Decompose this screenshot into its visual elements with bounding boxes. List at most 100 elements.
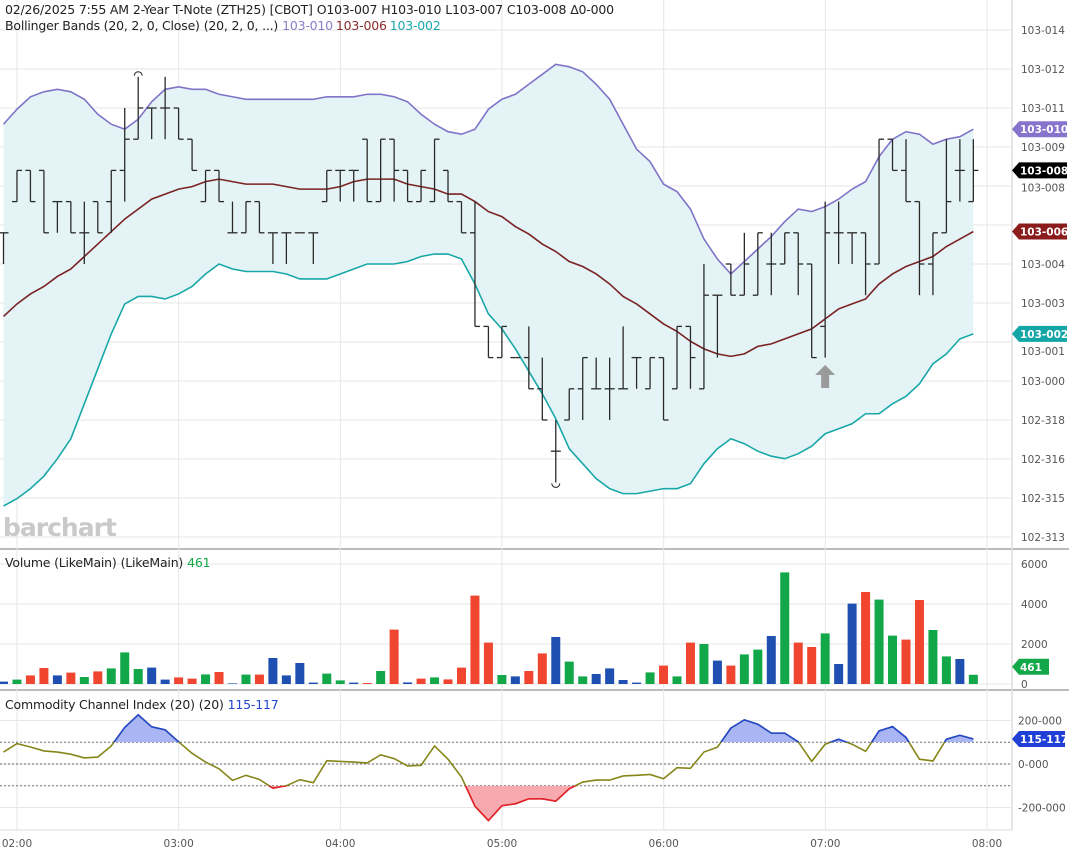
ohlc-bar: [200, 169, 211, 203]
ohlc-bar: [577, 356, 588, 420]
price-badge-shape: [1012, 223, 1067, 240]
price-tick-label: 102-313: [1021, 532, 1065, 544]
bollinger-params: (20, 2, 0, ...): [203, 18, 279, 33]
volume-legend: Volume (LikeMain) (LikeMain) 461: [5, 555, 214, 570]
legend-close: C103-008: [506, 2, 567, 17]
ohlc-bar: [820, 201, 831, 358]
volume-bar: [618, 680, 628, 684]
volume-bar: [955, 659, 965, 684]
volume-bar: [510, 676, 520, 684]
price-tick-label: 102-316: [1021, 454, 1065, 466]
ohlc-bar: [887, 138, 898, 172]
volume-value: 461: [187, 555, 211, 570]
volume-bar: [780, 572, 790, 684]
volume-bar: [632, 682, 642, 684]
ohlc-bar: [375, 138, 386, 203]
ohlc-bar: [402, 169, 413, 203]
ohlc-bar: [106, 169, 117, 233]
volume-bar: [483, 642, 493, 684]
ohlc-bar: [496, 325, 507, 359]
volume-bar: [941, 656, 951, 684]
cci-oversold-fill: [3, 785, 974, 821]
ohlc-bar: [968, 139, 979, 203]
volume-bar: [376, 671, 386, 684]
ohlc-bar: [564, 388, 575, 421]
volume-bar: [12, 679, 22, 684]
volume-tick-label: 6000: [1021, 559, 1048, 571]
volume-bar: [389, 629, 399, 684]
volume-params: (LikeMain): [120, 555, 184, 570]
cci-line-oversold: [267, 785, 578, 822]
bollinger-upper-value: 103-010: [282, 18, 333, 33]
volume-bar: [861, 592, 871, 684]
ohlc-bar: [860, 232, 871, 296]
volume-bar: [39, 668, 49, 684]
ohlc-bar: [685, 325, 696, 389]
volume-bar: [416, 678, 426, 684]
price-tick-label: 103-012: [1021, 64, 1065, 76]
price-tick-label: 103-009: [1021, 142, 1065, 154]
price-tick-label: 103-008: [1021, 182, 1065, 194]
price-tick-label: 102-318: [1021, 415, 1065, 427]
volume-label: Volume (LikeMain): [5, 555, 117, 570]
volume-bar: [362, 683, 372, 684]
session-high-marker-icon: [133, 71, 143, 76]
time-tick-label: 05:00: [487, 838, 517, 850]
ohlc-bar: [79, 201, 90, 264]
legend-instrument: 2-Year T-Note (ZTH25) [CBOT]: [132, 2, 313, 17]
volume-bar: [106, 668, 116, 684]
ohlc-bar: [537, 357, 548, 421]
volume-bar: [847, 603, 857, 684]
legend-datetime: 02/26/2025 7:55 AM: [5, 2, 129, 17]
volume-bar: [147, 667, 157, 684]
price-badge-shape: [1012, 325, 1067, 342]
volume-bar: [174, 677, 184, 684]
ohlc-bar: [523, 326, 534, 390]
cci-badge-shape: [1012, 730, 1065, 747]
ohlc-bar: [416, 169, 427, 203]
ohlc-bar: [658, 356, 669, 421]
ohlc-bar: [227, 201, 238, 234]
volume-bar: [93, 671, 103, 684]
ohlc-bar: [591, 357, 602, 390]
price-tick-label: 103-000: [1021, 376, 1065, 388]
cci-badge: 115-117: [1012, 730, 1068, 747]
ohlc-bar: [833, 201, 844, 264]
volume-bar: [578, 676, 588, 684]
volume-bar: [605, 668, 615, 684]
volume-bar: [726, 665, 736, 684]
volume-bar: [712, 660, 722, 684]
ohlc-bar: [308, 232, 319, 264]
ohlc-bar: [483, 325, 494, 359]
ohlc-bar: [281, 232, 292, 264]
ohlc-bar: [469, 201, 480, 328]
ohlc-bar: [52, 200, 63, 233]
bollinger-lower-value: 103-002: [389, 18, 441, 33]
ohlc-bar: [806, 263, 817, 359]
volume-bar: [25, 675, 35, 684]
legend-high: H103-010: [381, 2, 442, 17]
price-tick-label: 103-001: [1021, 346, 1065, 358]
volume-bar: [322, 673, 332, 684]
ohlc-bar: [429, 138, 440, 203]
volume-bar: [968, 674, 978, 684]
ohlc-bar: [631, 356, 642, 389]
time-tick-label: 07:00: [810, 838, 840, 850]
ohlc-bar: [187, 138, 198, 172]
volume-bar: [430, 677, 440, 684]
bollinger-lower-line: [3, 253, 974, 507]
volume-bar: [524, 671, 534, 684]
volume-bar: [308, 682, 318, 684]
price-badge: 103-008: [1012, 162, 1068, 179]
volume-bar: [335, 680, 345, 684]
ohlc-bar: [443, 169, 454, 203]
volume-bar: [564, 661, 574, 684]
volume-tick-label: 0: [1021, 679, 1028, 691]
volume-bar: [901, 639, 911, 684]
cci-tick-label: 0-000: [1018, 759, 1049, 771]
volume-bar: [766, 636, 776, 684]
volume-bar: [834, 664, 844, 684]
ohlc-bar: [725, 263, 736, 296]
volume-bar: [66, 672, 76, 684]
